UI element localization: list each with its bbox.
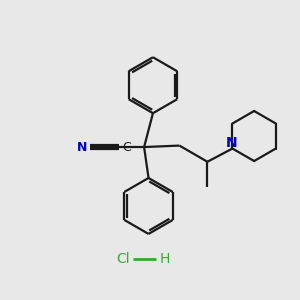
Text: Cl: Cl (117, 252, 130, 266)
Text: N: N (77, 141, 87, 154)
Text: H: H (160, 252, 170, 266)
Text: C: C (123, 141, 131, 154)
Text: N: N (226, 136, 238, 150)
